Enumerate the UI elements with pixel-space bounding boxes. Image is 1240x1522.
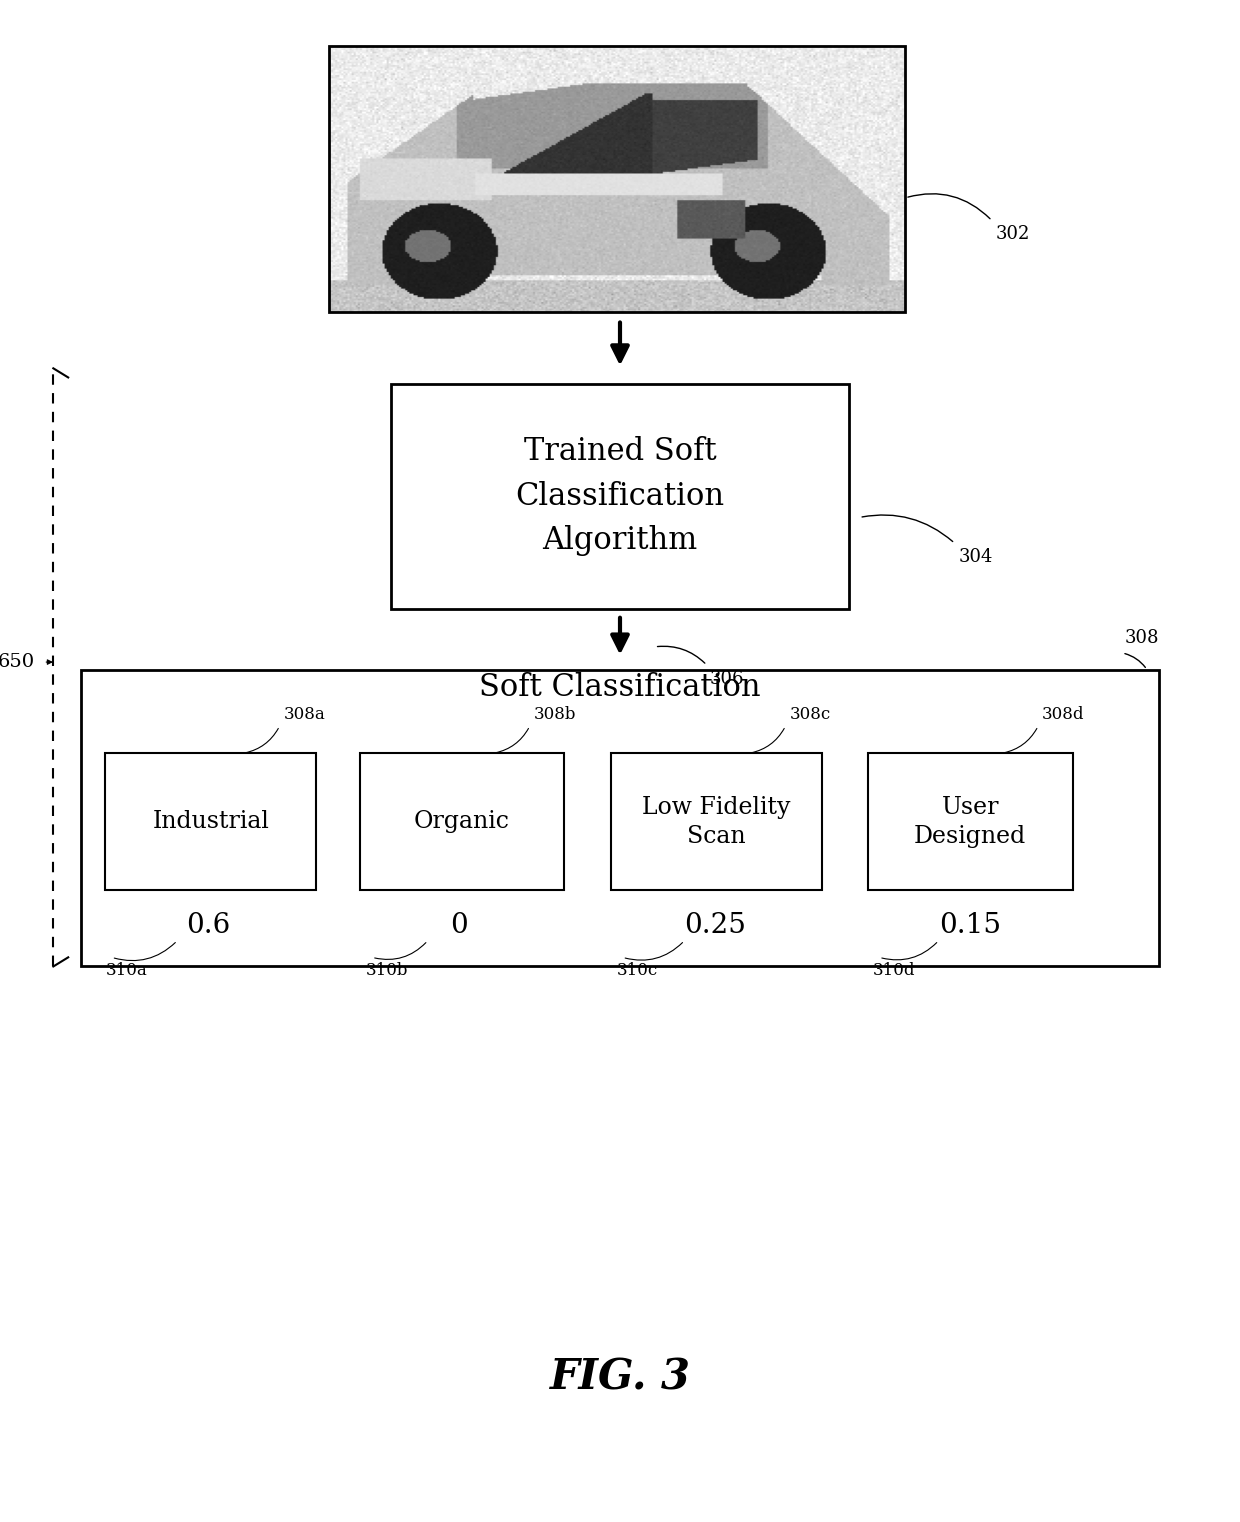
Text: 306: 306 xyxy=(709,670,744,688)
Text: 0.6: 0.6 xyxy=(186,912,231,939)
Text: User
Designed: User Designed xyxy=(914,796,1027,848)
Text: 308c: 308c xyxy=(790,706,831,723)
Text: 0.15: 0.15 xyxy=(939,912,1001,939)
Text: Low Fidelity
Scan: Low Fidelity Scan xyxy=(642,796,791,848)
Bar xyxy=(360,753,564,890)
Bar xyxy=(611,753,822,890)
Text: Industrial: Industrial xyxy=(153,810,269,834)
Text: 308a: 308a xyxy=(284,706,325,723)
Bar xyxy=(391,384,849,609)
Text: 310c: 310c xyxy=(616,962,657,979)
Text: 0: 0 xyxy=(450,912,467,939)
Text: FIG. 3: FIG. 3 xyxy=(549,1356,691,1399)
Text: 0.25: 0.25 xyxy=(684,912,746,939)
Text: 310b: 310b xyxy=(366,962,408,979)
Text: Soft Classification: Soft Classification xyxy=(479,673,761,703)
Bar xyxy=(329,46,905,312)
Text: 310d: 310d xyxy=(873,962,915,979)
Text: 308d: 308d xyxy=(1042,706,1085,723)
Bar xyxy=(81,670,1159,966)
Text: 310a: 310a xyxy=(105,962,148,979)
Text: Organic: Organic xyxy=(414,810,510,834)
Text: 308b: 308b xyxy=(533,706,577,723)
Bar xyxy=(105,753,316,890)
Text: 308: 308 xyxy=(1125,629,1159,647)
Text: 302: 302 xyxy=(996,225,1030,244)
Text: 304: 304 xyxy=(959,548,993,566)
Text: Trained Soft
Classification
Algorithm: Trained Soft Classification Algorithm xyxy=(516,437,724,556)
Text: 650: 650 xyxy=(0,653,35,671)
Bar xyxy=(868,753,1073,890)
